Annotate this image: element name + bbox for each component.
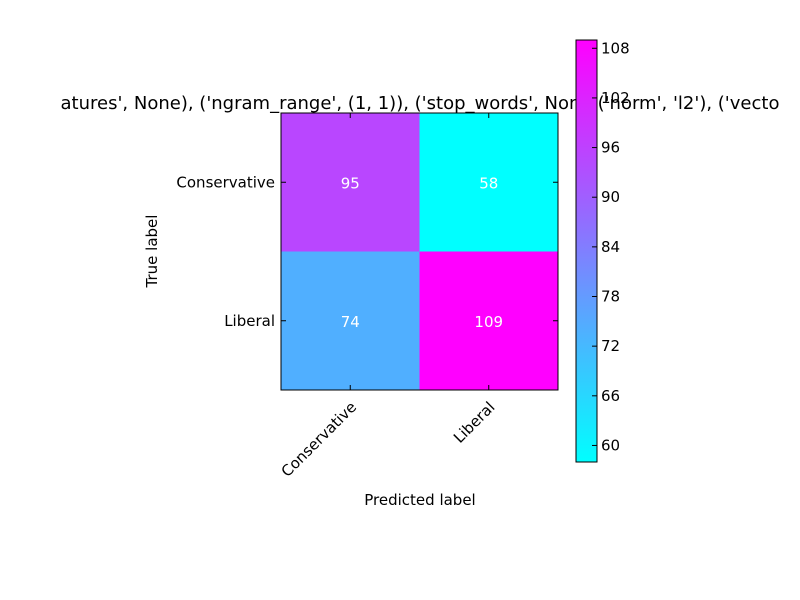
x-tick-label: Conservative <box>278 398 360 480</box>
cell-value-label: 95 <box>341 174 360 192</box>
chart-title: atures', None), ('ngram_range', (1, 1)),… <box>61 93 780 114</box>
y-tick-label: Liberal <box>224 312 275 330</box>
y-tick-label: Conservative <box>176 173 275 191</box>
colorbar-tick-label: 102 <box>601 89 630 107</box>
colorbar-tick-label: 96 <box>601 139 620 157</box>
colorbar-ticks: 60 66 72 78 84 90 96 102 108 <box>592 39 630 454</box>
colorbar-tick-label: 72 <box>601 337 620 355</box>
colorbar-tick-label: 78 <box>601 288 620 306</box>
colorbar-tick-label: 84 <box>601 238 620 256</box>
x-axis-label: Predicted label <box>364 491 475 509</box>
heatmap-cells <box>281 113 558 390</box>
cell-value-label: 74 <box>341 313 360 331</box>
colorbar <box>575 39 598 463</box>
cell-value-label: 58 <box>479 174 498 192</box>
colorbar-tick-label: 108 <box>601 39 630 57</box>
cell-value-labels: 95 58 74 109 <box>341 174 503 331</box>
cell-value-label: 109 <box>474 313 503 331</box>
colorbar-tick-label: 90 <box>601 188 620 206</box>
colorbar-tick-label: 66 <box>601 387 620 405</box>
heatmap-cell <box>419 113 558 252</box>
heatmap-cell <box>419 251 558 390</box>
heatmap-cell <box>281 251 420 390</box>
heatmap-frame <box>280 112 559 391</box>
heatmap-cell <box>281 113 420 252</box>
colorbar-tick-label: 60 <box>601 436 620 454</box>
y-axis-label: True label <box>143 215 161 289</box>
x-tick-label: Liberal <box>450 398 499 447</box>
